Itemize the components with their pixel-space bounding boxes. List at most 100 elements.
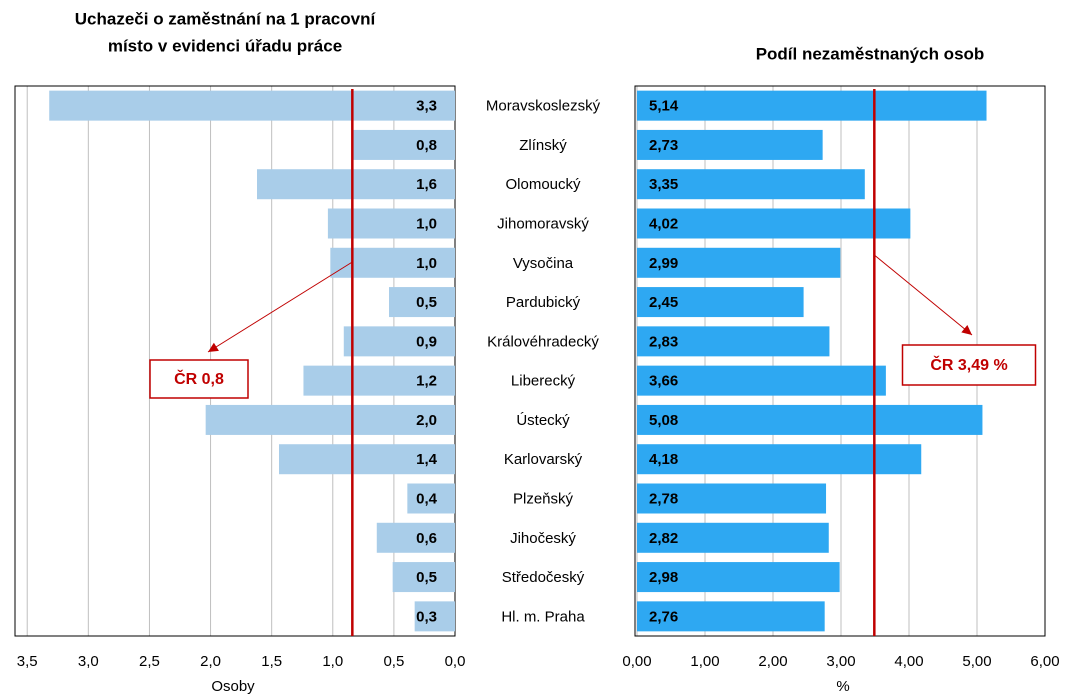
annotation-label: ČR 3,49 % xyxy=(930,355,1007,374)
x-tick-label: 5,00 xyxy=(962,653,991,670)
category-label: Olomoucký xyxy=(505,176,581,193)
x-tick-label: 2,00 xyxy=(758,653,787,670)
x-tick-label: 2,5 xyxy=(139,653,160,670)
value-label: 2,0 xyxy=(416,412,437,429)
value-label: 1,6 xyxy=(416,176,437,193)
bar xyxy=(637,365,886,396)
value-label: 5,14 xyxy=(649,98,679,115)
value-label: 4,18 xyxy=(649,451,678,468)
value-label: 2,98 xyxy=(649,569,678,586)
value-label: 0,3 xyxy=(416,608,437,625)
category-label: Jihomoravský xyxy=(497,215,589,232)
x-tick-label: 4,00 xyxy=(894,653,923,670)
value-label: 2,45 xyxy=(649,294,678,311)
value-label: 3,66 xyxy=(649,373,678,390)
annotation-arrow xyxy=(207,261,353,353)
bar xyxy=(637,404,983,435)
x-tick-label: 0,0 xyxy=(445,653,466,670)
value-label: 1,4 xyxy=(416,451,438,468)
bar xyxy=(392,562,455,593)
bar xyxy=(637,601,825,632)
x-tick-label: 1,5 xyxy=(261,653,282,670)
value-label: 0,9 xyxy=(416,333,437,350)
bar xyxy=(352,129,455,160)
category-label: Plzeňský xyxy=(513,490,574,507)
bar xyxy=(389,287,455,318)
category-label: Ústecký xyxy=(516,412,570,429)
value-label: 2,78 xyxy=(649,490,678,507)
value-label: 3,35 xyxy=(649,176,678,193)
x-tick-label: 6,00 xyxy=(1030,653,1059,670)
bar xyxy=(49,90,455,121)
bar xyxy=(637,287,804,318)
plot-frame xyxy=(14,85,456,637)
arrow-head xyxy=(961,325,972,335)
value-label: 0,6 xyxy=(416,530,437,547)
category-label: Moravskoslezský xyxy=(486,98,601,115)
value-label: 2,99 xyxy=(649,255,678,272)
bar xyxy=(205,404,455,435)
bar xyxy=(637,522,829,553)
x-axis-label: Osoby xyxy=(211,678,255,695)
chart-title: Podíl nezaměstnaných osob xyxy=(756,44,985,63)
value-label: 2,73 xyxy=(649,137,678,154)
bar xyxy=(637,247,841,278)
x-axis-label: % xyxy=(836,678,849,695)
bar xyxy=(637,483,827,514)
category-label: Zlínský xyxy=(519,137,567,154)
value-label: 3,3 xyxy=(416,98,437,115)
category-label: Vysočina xyxy=(513,255,574,272)
annotation-box xyxy=(149,359,249,399)
x-tick-label: 3,00 xyxy=(826,653,855,670)
category-label: Pardubický xyxy=(506,294,581,311)
bar xyxy=(637,169,865,200)
bar xyxy=(637,562,840,593)
bar xyxy=(637,208,911,239)
category-label: Liberecký xyxy=(511,373,576,390)
category-label: Královéhradecký xyxy=(487,333,599,350)
x-tick-label: 0,00 xyxy=(622,653,651,670)
plot-frame xyxy=(634,85,1046,637)
value-label: 4,02 xyxy=(649,215,678,232)
bar xyxy=(257,169,455,200)
bar xyxy=(279,444,455,475)
value-label: 2,76 xyxy=(649,608,678,625)
value-label: 2,82 xyxy=(649,530,678,547)
value-label: 5,08 xyxy=(649,412,678,429)
value-label: 1,0 xyxy=(416,215,437,232)
bar xyxy=(407,483,455,514)
x-tick-label: 0,5 xyxy=(383,653,404,670)
annotation-arrow xyxy=(874,254,973,336)
value-label: 0,5 xyxy=(416,294,437,311)
bar xyxy=(327,208,455,239)
x-tick-label: 1,0 xyxy=(322,653,343,670)
bar xyxy=(376,522,455,553)
bar xyxy=(303,365,455,396)
value-label: 0,8 xyxy=(416,137,437,154)
category-label: Jihočeský xyxy=(510,530,576,547)
chart-title: místo v evidenci úřadu práce xyxy=(108,36,342,55)
category-label: Hl. m. Praha xyxy=(501,608,585,625)
bar xyxy=(343,326,455,357)
x-tick-label: 3,5 xyxy=(17,653,38,670)
category-label: Středočeský xyxy=(502,569,585,586)
bar xyxy=(637,90,987,121)
x-tick-label: 3,0 xyxy=(78,653,99,670)
bar xyxy=(637,444,922,475)
annotation-box xyxy=(901,344,1037,386)
bar xyxy=(637,129,823,160)
category-label: Karlovarský xyxy=(504,451,583,468)
value-label: 1,2 xyxy=(416,373,437,390)
arrow-head xyxy=(208,342,219,352)
bar xyxy=(414,601,455,632)
bar xyxy=(637,326,830,357)
value-label: 2,83 xyxy=(649,333,678,350)
value-label: 1,0 xyxy=(416,255,437,272)
x-tick-label: 1,00 xyxy=(690,653,719,670)
chart-title: Uchazeči o zaměstnání na 1 pracovní xyxy=(75,9,377,28)
value-label: 0,5 xyxy=(416,569,437,586)
x-tick-label: 2,0 xyxy=(200,653,221,670)
annotation-label: ČR 0,8 xyxy=(174,369,224,388)
value-label: 0,4 xyxy=(416,490,438,507)
